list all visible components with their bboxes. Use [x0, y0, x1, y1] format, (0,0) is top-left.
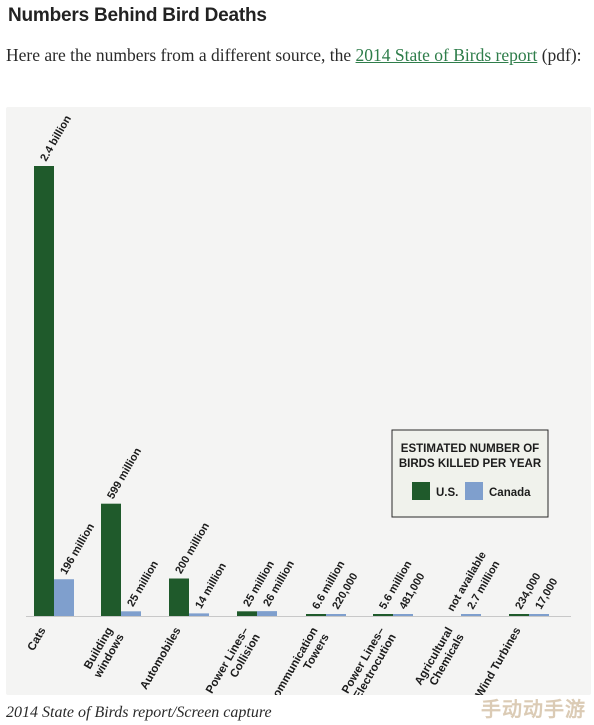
article-headline: Numbers Behind Bird Deaths — [8, 5, 267, 26]
value-label-canada-1: 25 million — [125, 559, 161, 609]
value-label-us-1: 599 million — [105, 446, 144, 501]
value-label-us-0: 2.4 billion — [38, 113, 74, 163]
category-label-5: Power Lines–Electrocution — [340, 625, 399, 695]
value-label-canada-2: 14 million — [193, 561, 229, 611]
watermark-logo: 手动动手游 — [481, 697, 586, 721]
category-label-1: Buildingwindows — [80, 626, 126, 681]
legend-label-canada: Canada — [489, 487, 531, 499]
legend-box — [391, 429, 549, 518]
category-label-0: Cats — [26, 626, 49, 654]
bar-canada-7 — [529, 614, 549, 616]
legend-title-line2: BIRDS KILLED PER YEAR — [399, 458, 542, 470]
bar-canada-2 — [189, 613, 209, 616]
legend-swatch-us — [412, 482, 430, 500]
bar-us-4 — [306, 614, 326, 616]
bar-canada-0 — [54, 579, 74, 616]
bar-us-0 — [34, 166, 54, 616]
bar-canada-6 — [461, 614, 481, 616]
intro-text-start: Here are the numbers from a different so… — [6, 45, 356, 65]
bar-canada-3 — [257, 611, 277, 616]
bird-deaths-figure: 2.4 billion 599 million 200 million 25 mill… — [6, 107, 591, 695]
bar-canada-1 — [121, 611, 141, 616]
category-label-4: CommunicationTowers — [267, 626, 332, 696]
intro-paragraph: Here are the numbers from a different so… — [6, 42, 590, 68]
bar-us-1 — [101, 503, 121, 616]
category-label-6: AgriculturalChemicals — [413, 626, 467, 694]
bar-us-2 — [169, 578, 189, 616]
intro-text-end: (pdf): — [537, 45, 582, 65]
bar-canada-4 — [326, 614, 346, 616]
legend-label-us: U.S. — [436, 487, 458, 499]
legend-title-line1: ESTIMATED NUMBER OF — [401, 443, 539, 455]
bar-us-5 — [373, 614, 393, 616]
bar-us-3 — [237, 611, 257, 616]
bar-canada-5 — [393, 614, 413, 616]
bar-us-7 — [509, 614, 529, 616]
value-label-us-2: 200 million — [173, 521, 212, 576]
category-label-7: Wind Turbines — [474, 626, 524, 696]
legend-swatch-canada — [465, 482, 483, 500]
value-label-canada-0: 196 million — [58, 521, 97, 576]
category-label-3: Power Lines–Collision — [204, 625, 263, 695]
state-of-birds-report-link[interactable]: 2014 State of Birds report — [355, 45, 538, 65]
bird-deaths-chart: 2.4 billion 599 million 200 million 25 mill… — [26, 113, 571, 696]
figure-caption: 2014 State of Birds report/Screen captur… — [6, 704, 272, 721]
category-label-2: Automobiles — [138, 626, 183, 692]
